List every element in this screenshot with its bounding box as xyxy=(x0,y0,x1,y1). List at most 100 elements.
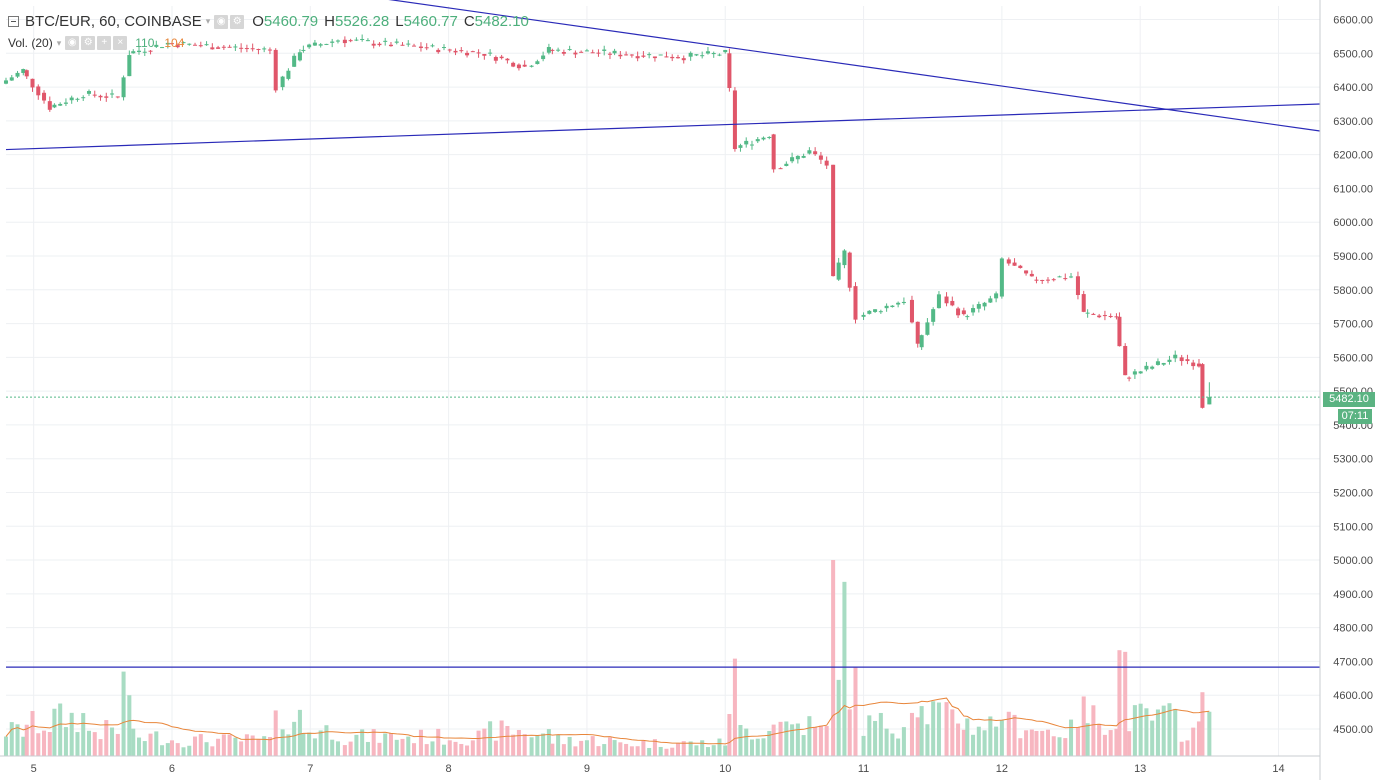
candle-body xyxy=(884,305,889,309)
chevron-down-icon[interactable]: ▾ xyxy=(205,16,211,26)
volume-bar xyxy=(1063,738,1068,756)
candle-body xyxy=(561,51,566,54)
candle-body xyxy=(493,57,498,61)
volume-bar xyxy=(824,726,829,756)
candle-body xyxy=(688,52,693,57)
volume-bar xyxy=(1150,720,1155,756)
plus-icon[interactable]: + xyxy=(97,36,112,50)
candle-body xyxy=(1185,359,1190,362)
candle-body xyxy=(976,304,981,309)
volume-bar xyxy=(909,712,914,756)
volume-bar xyxy=(348,741,353,756)
volume-bar xyxy=(1034,730,1039,756)
volume-bar xyxy=(873,720,878,756)
candle-body xyxy=(210,47,215,50)
candle-body xyxy=(842,250,847,266)
close-icon[interactable]: × xyxy=(113,36,128,50)
chevron-down-icon[interactable]: ▾ xyxy=(56,37,62,48)
candle-body xyxy=(47,101,52,110)
volume-bar xyxy=(961,729,966,756)
candle-body xyxy=(142,51,147,53)
volume-bar xyxy=(890,733,895,756)
high-value: 5526.28 xyxy=(335,13,390,30)
candle-body xyxy=(406,43,411,45)
volume-bar xyxy=(618,742,623,756)
volume-bar xyxy=(312,738,317,756)
volume-bar xyxy=(607,737,612,756)
gear-icon[interactable]: ⚙ xyxy=(230,14,245,29)
volume-bar xyxy=(915,717,920,756)
candle-body xyxy=(1173,354,1178,359)
volume-bar xyxy=(307,732,312,756)
x-tick-label: 6 xyxy=(169,763,175,775)
candle-body xyxy=(956,308,961,316)
volume-bar xyxy=(688,741,693,756)
volume-bar xyxy=(717,738,722,756)
volume-bar xyxy=(1155,709,1160,756)
candle-body xyxy=(169,43,174,45)
eye-icon[interactable]: ◉ xyxy=(214,14,229,29)
candle-body xyxy=(579,51,584,53)
volume-bar xyxy=(47,731,52,756)
candle-body xyxy=(711,52,716,55)
volume-bar xyxy=(801,735,806,756)
candle-body xyxy=(1132,371,1137,375)
volume-bar xyxy=(21,736,26,756)
volume-bar xyxy=(127,695,132,756)
volume-bar xyxy=(1040,730,1045,756)
candle-body xyxy=(629,54,634,56)
volume-bar xyxy=(1196,721,1201,756)
candle-body xyxy=(612,50,617,54)
y-tick-label: 5100.00 xyxy=(1333,521,1373,533)
candle-body xyxy=(24,70,29,77)
volume-bar xyxy=(198,734,203,756)
candle-body xyxy=(436,49,441,53)
candle-body xyxy=(982,302,987,307)
volume-bar xyxy=(175,743,180,756)
volume-bar xyxy=(1167,703,1172,756)
candle-body xyxy=(681,58,686,61)
eye-icon[interactable]: ◉ xyxy=(65,36,80,50)
candle-body xyxy=(9,77,14,81)
candle-body xyxy=(75,98,80,100)
candle-body xyxy=(292,55,297,67)
candle-body xyxy=(488,52,493,54)
symbol-title[interactable]: BTC/EUR, 60, COINBASE xyxy=(25,13,202,30)
volume-bar xyxy=(406,736,411,756)
volume-bar xyxy=(342,745,347,756)
volume-bar xyxy=(641,740,646,756)
y-tick-label: 5300.00 xyxy=(1333,454,1373,466)
candle-body xyxy=(335,40,340,42)
y-tick-label: 6500.00 xyxy=(1333,48,1373,60)
candle-body xyxy=(738,145,743,148)
volume-bar xyxy=(1132,705,1137,756)
candle-body xyxy=(505,58,510,61)
volume-bar xyxy=(1127,731,1132,756)
drawn-lines[interactable] xyxy=(5,0,1321,668)
gear-icon[interactable]: ⚙ xyxy=(81,36,96,50)
candle-body xyxy=(807,150,812,154)
volume-bar xyxy=(104,720,109,756)
volume-title[interactable]: Vol. (20) xyxy=(8,36,53,50)
candle-body xyxy=(175,45,180,48)
candle-body xyxy=(204,44,209,46)
collapse-icon[interactable] xyxy=(8,16,19,27)
candle-body xyxy=(1006,259,1011,264)
volume-bar xyxy=(925,724,930,756)
volume-bar xyxy=(160,745,165,756)
high-label: H xyxy=(324,13,335,30)
volume-bar xyxy=(1117,650,1122,756)
candle-body xyxy=(915,321,920,344)
candle-body xyxy=(824,160,829,166)
candle-body xyxy=(590,52,595,54)
candle-body xyxy=(388,44,393,47)
candle-body xyxy=(267,49,272,51)
candle-body xyxy=(999,258,1004,297)
volume-bar xyxy=(1085,723,1090,756)
volume-bar xyxy=(360,729,365,756)
y-tick-label: 5000.00 xyxy=(1333,555,1373,567)
candle-body xyxy=(1150,366,1155,369)
volume-bar xyxy=(273,710,278,756)
volume-bar xyxy=(994,726,999,756)
